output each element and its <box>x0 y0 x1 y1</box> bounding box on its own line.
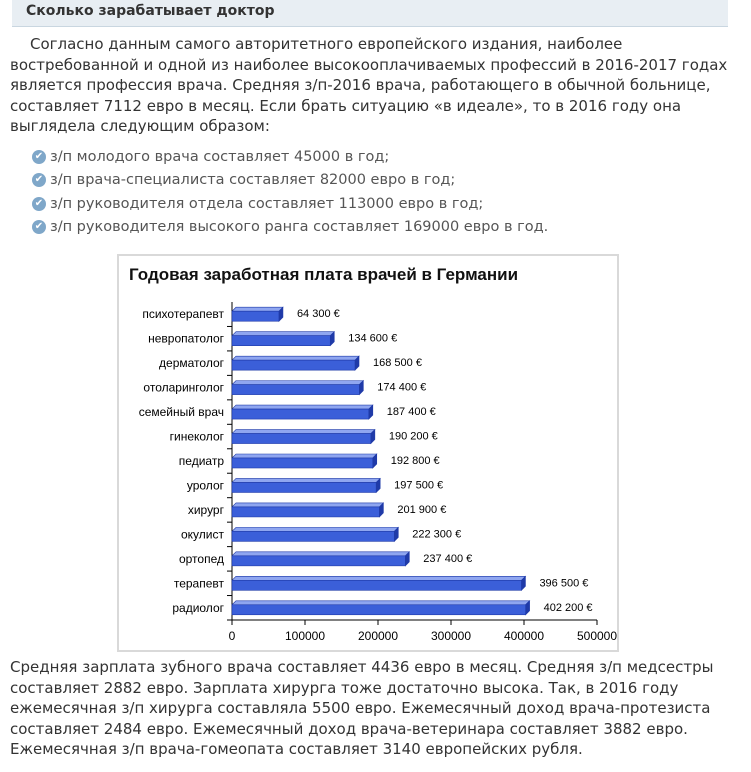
bar <box>231 580 522 591</box>
bar-top-face <box>231 576 527 581</box>
outro-paragraph: Средняя зарплата зубного врача составляе… <box>10 658 714 759</box>
category-label: гинеколог <box>170 430 225 444</box>
category-label: терапевт <box>174 576 225 590</box>
bar-top-face <box>231 306 284 312</box>
data-label: 168 500 € <box>373 357 422 369</box>
bar-top-face <box>231 429 376 434</box>
list-item-text: з/п молодого врача составляет 45000 в го… <box>50 148 390 165</box>
list-item: ✔ з/п руководителя отдела составляет 1130… <box>32 192 548 216</box>
bullet-list: ✔ з/п молодого врача составляет 45000 в г… <box>32 145 548 239</box>
x-tick-label: 500000 <box>577 629 617 643</box>
bar <box>231 384 360 395</box>
category-label: психотерапевт <box>142 307 224 321</box>
chart-canvas: Годовая заработная плата врачей в Герман… <box>129 265 617 643</box>
x-tick-label: 300000 <box>431 629 471 643</box>
data-label: 134 600 € <box>348 333 397 345</box>
bar-top-face <box>231 380 365 385</box>
data-label: 174 400 € <box>377 382 426 394</box>
category-label: радиолог <box>172 601 224 615</box>
list-item-text: з/п руководителя высокого ранга составля… <box>50 219 549 236</box>
check-circle-icon: ✔ <box>32 173 46 188</box>
data-label: 192 800 € <box>391 455 440 467</box>
bar <box>231 408 370 420</box>
bar-top-face <box>231 600 531 606</box>
salary-chart: Годовая заработная плата врачей в Герман… <box>117 254 619 652</box>
data-label: 201 900 € <box>397 504 446 516</box>
category-label: невропатолог <box>148 332 225 346</box>
category-label: хирург <box>188 503 225 517</box>
data-label: 237 400 € <box>423 553 472 565</box>
data-label: 402 200 € <box>544 602 593 614</box>
bar-top-face <box>231 478 381 483</box>
category-label: уролог <box>187 478 225 492</box>
data-label: 222 300 € <box>412 528 461 540</box>
list-item-text: з/п руководителя отдела составляет 11300… <box>50 195 484 212</box>
bar-top-face <box>231 502 385 508</box>
list-item-text: з/п врача-специалиста составляет 82000 е… <box>50 172 456 189</box>
list-item: ✔ з/п руководителя высокого ранга составл… <box>32 216 548 240</box>
data-label: 396 500 € <box>539 577 588 589</box>
list-item: ✔ з/п врача-специалиста составляет 82000 … <box>32 169 548 193</box>
chart-title: Годовая заработная плата врачей в Герман… <box>129 265 518 284</box>
x-tick-label: 0 <box>229 629 236 643</box>
check-circle-icon: ✔ <box>32 149 46 164</box>
x-tick-label: 400000 <box>504 629 544 643</box>
bar <box>231 531 395 542</box>
bar-top-face <box>231 551 411 557</box>
data-label: 187 400 € <box>387 406 436 418</box>
intro-paragraph: Согласно данным самого авторитетного евр… <box>10 35 728 135</box>
bar <box>231 604 526 616</box>
bar-top-face <box>231 404 374 410</box>
category-label: отоларинголог <box>143 381 224 395</box>
section-title: Сколько зарабатывает доктор <box>26 3 275 19</box>
x-tick-label: 100000 <box>285 629 325 643</box>
category-label: окулист <box>181 527 225 541</box>
category-label: педиатр <box>179 454 225 468</box>
bar <box>231 457 374 469</box>
bar-top-face <box>231 453 378 459</box>
bar <box>231 482 377 493</box>
bar <box>231 555 406 567</box>
bar <box>231 310 280 322</box>
bar <box>231 359 356 371</box>
data-label: 64 300 € <box>297 308 340 320</box>
category-label: дерматолог <box>159 356 225 370</box>
list-item: ✔ з/п молодого врача составляет 45000 в г… <box>32 145 548 169</box>
bar-top-face <box>231 355 360 361</box>
bar <box>231 335 331 346</box>
bar <box>231 433 372 444</box>
bar <box>231 506 380 518</box>
bar-top-face <box>231 331 335 336</box>
data-label: 197 500 € <box>394 479 443 491</box>
bar-top-face <box>231 527 400 532</box>
check-circle-icon: ✔ <box>32 196 46 211</box>
category-label: семейный врач <box>139 405 224 419</box>
section-header: Сколько зарабатывает доктор <box>12 0 728 27</box>
category-label: ортопед <box>179 552 224 566</box>
data-label: 190 200 € <box>389 431 438 443</box>
check-circle-icon: ✔ <box>32 220 46 235</box>
x-tick-label: 200000 <box>358 629 398 643</box>
